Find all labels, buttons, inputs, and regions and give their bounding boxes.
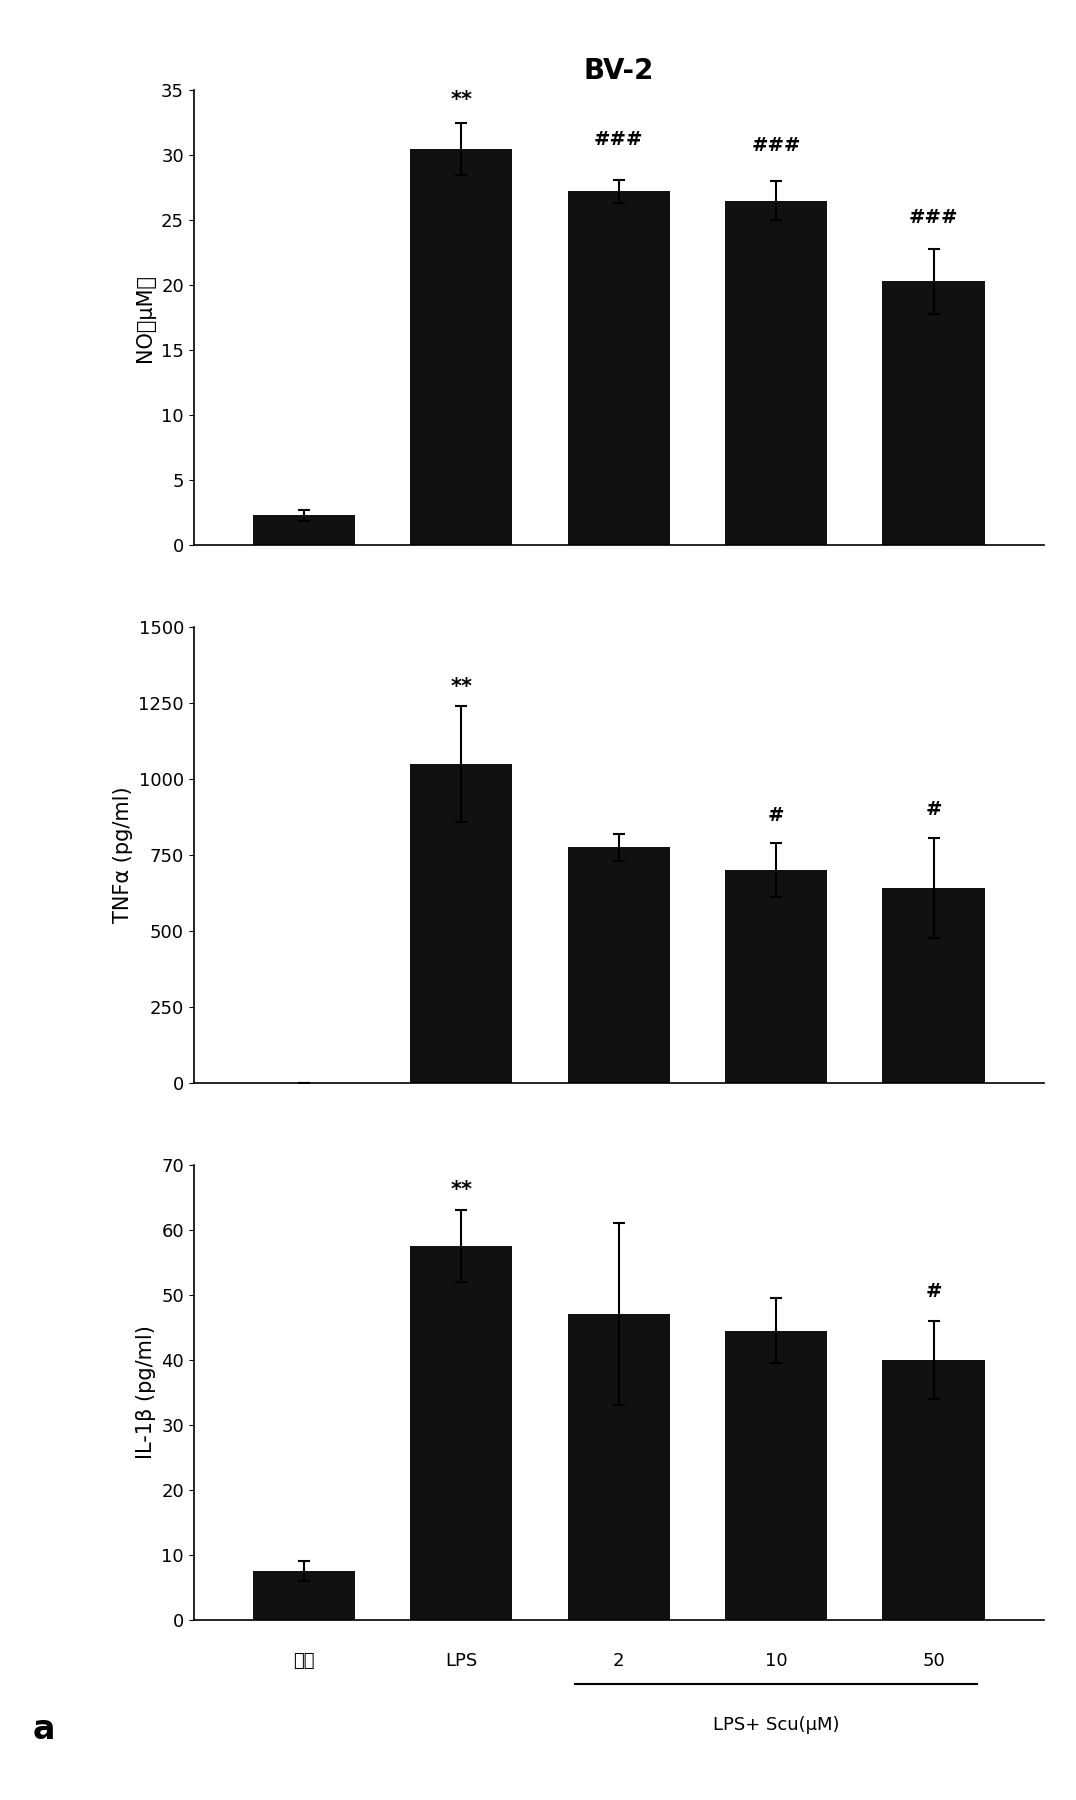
Text: a: a [32,1714,55,1746]
Text: **: ** [450,90,472,110]
Text: 50: 50 [922,1652,945,1670]
Text: #: # [925,799,942,819]
Text: 对照: 对照 [293,1652,314,1670]
Bar [253,1571,355,1620]
Text: ###: ### [594,130,643,149]
Bar [882,1359,985,1620]
Text: **: ** [450,1181,472,1201]
Bar [725,200,827,545]
Bar [725,1330,827,1620]
Text: 2: 2 [613,1652,624,1670]
Text: LPS+ Scu(μM): LPS+ Scu(μM) [713,1715,839,1733]
Bar [253,515,355,545]
Bar [882,281,985,545]
Bar [567,1314,670,1620]
Text: #: # [768,806,784,824]
Bar [725,869,827,1082]
Bar [882,889,985,1082]
Title: BV-2: BV-2 [583,58,654,85]
Text: ###: ### [909,207,959,227]
Text: **: ** [450,677,472,697]
Y-axis label: NO（μM）: NO（μM） [136,274,155,362]
Text: #: # [925,1282,942,1301]
Y-axis label: TNFα (pg/ml): TNFα (pg/ml) [113,787,132,923]
Bar [567,191,670,545]
Text: ###: ### [751,137,801,155]
Bar [410,149,512,545]
Bar [567,848,670,1082]
Bar [410,1246,512,1620]
Text: 10: 10 [765,1652,788,1670]
Text: LPS: LPS [445,1652,478,1670]
Bar [410,763,512,1082]
Y-axis label: IL-1β (pg/ml): IL-1β (pg/ml) [136,1325,156,1460]
